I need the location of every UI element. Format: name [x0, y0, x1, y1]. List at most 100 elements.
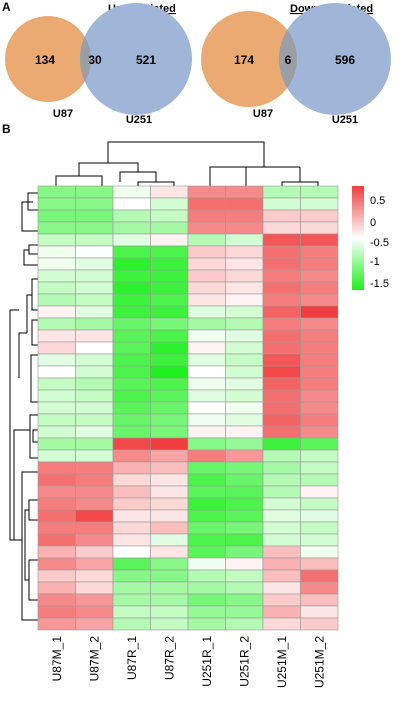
heatmap-cell [225, 521, 264, 535]
heatmap-cell [225, 569, 264, 583]
heatmap-cell [187, 605, 226, 619]
heatmap-cell [225, 221, 264, 235]
heatmap-cell [262, 209, 301, 223]
heatmap-cell [37, 593, 76, 607]
column-label: U87M_1 [50, 636, 64, 682]
heatmap-cell [112, 473, 151, 487]
heatmap-cell [75, 581, 114, 595]
heatmap-cell [37, 365, 76, 379]
heatmap-cell [37, 545, 76, 559]
heatmap-cell [225, 425, 264, 439]
heatmap-cell [187, 401, 226, 415]
heatmap-cell [37, 617, 76, 631]
heatmap-cell [112, 245, 151, 259]
heatmap-cell [187, 497, 226, 511]
heatmap-cell [300, 281, 339, 295]
venn-up-set-a-label: U87 [53, 108, 73, 120]
heatmap-cell [262, 341, 301, 355]
heatmap-cell [112, 605, 151, 619]
heatmap-cell [187, 473, 226, 487]
heatmap-cell [300, 617, 339, 631]
heatmap-cell [150, 413, 189, 427]
heatmap-cell [225, 557, 264, 571]
column-label: U87R_2 [162, 636, 176, 680]
heatmap-cell [262, 593, 301, 607]
heatmap-cell [150, 521, 189, 535]
heatmap-cell [112, 329, 151, 343]
heatmap-cell [75, 317, 114, 331]
heatmap-cell [187, 269, 226, 283]
heatmap-cell [75, 521, 114, 535]
heatmap-cell [187, 317, 226, 331]
heatmap-cell [225, 209, 264, 223]
column-label: U251M_1 [275, 636, 289, 688]
heatmap-cell [150, 293, 189, 307]
heatmap-column-labels: U87M_1 U87M_2 U87R_1 U87R_2 U251R_1 U251R_2 U2… [50, 636, 327, 688]
venn-up-only-a: 134 [35, 53, 55, 67]
heatmap-cell [112, 353, 151, 367]
heatmap-cell [300, 305, 339, 319]
heatmap-cell [150, 473, 189, 487]
heatmap-cell [262, 509, 301, 523]
heatmap-cell [187, 209, 226, 223]
heatmap-cell [262, 317, 301, 331]
heatmap-cell [37, 353, 76, 367]
heatmap-cell [112, 377, 151, 391]
panel-label-b: B [2, 122, 11, 136]
heatmap-cell [300, 569, 339, 583]
heatmap-cell [75, 425, 114, 439]
heatmap-cell [262, 329, 301, 343]
heatmap-cell [262, 221, 301, 235]
heatmap-cell [262, 401, 301, 415]
heatmap-cell [300, 293, 339, 307]
heatmap-cell [37, 269, 76, 283]
heatmap-cell [225, 449, 264, 463]
heatmap-cell [300, 413, 339, 427]
heatmap-cell [112, 401, 151, 415]
heatmap-cell [112, 341, 151, 355]
heatmap-cell [225, 545, 264, 559]
heatmap-cell [37, 209, 76, 223]
heatmap-cell [262, 353, 301, 367]
heatmap-cell [262, 185, 301, 199]
heatmap-cell [150, 425, 189, 439]
heatmap-cell [112, 305, 151, 319]
heatmap-cell [112, 293, 151, 307]
heatmap-cell [37, 233, 76, 247]
heatmap-cell [75, 293, 114, 307]
panel-label-a: A [2, 0, 11, 14]
heatmap-cell [225, 377, 264, 391]
heatmap-cell [75, 533, 114, 547]
heatmap-cell [150, 257, 189, 271]
legend-tick-4: -1.5 [370, 278, 389, 290]
heatmap-cell [187, 533, 226, 547]
heatmap-cell [150, 449, 189, 463]
heatmap-cell [150, 401, 189, 415]
heatmap-cell [187, 485, 226, 499]
heatmap-cell [262, 617, 301, 631]
venn-down-only-b: 596 [335, 53, 355, 67]
heatmap-cell [75, 281, 114, 295]
heatmap-cell [37, 377, 76, 391]
venn-down-set-b-circle [279, 3, 391, 115]
heatmap-cell [150, 545, 189, 559]
heatmap-cell [75, 617, 114, 631]
heatmap-cell [300, 401, 339, 415]
heatmap-cell [300, 521, 339, 535]
heatmap-cell [150, 533, 189, 547]
heatmap-cell [112, 185, 151, 199]
heatmap-cell [150, 509, 189, 523]
heatmap-cell [225, 293, 264, 307]
heatmap-cell [187, 449, 226, 463]
heatmap-cell [112, 617, 151, 631]
heatmap-cell [262, 473, 301, 487]
heatmap-cell [112, 545, 151, 559]
heatmap-cell [187, 437, 226, 451]
heatmap-cell [225, 461, 264, 475]
heatmap-cell [300, 545, 339, 559]
heatmap-cell [300, 557, 339, 571]
heatmap-cell [37, 485, 76, 499]
heatmap-cell [112, 521, 151, 535]
heatmap-cell [262, 389, 301, 403]
heatmap-cell [150, 497, 189, 511]
